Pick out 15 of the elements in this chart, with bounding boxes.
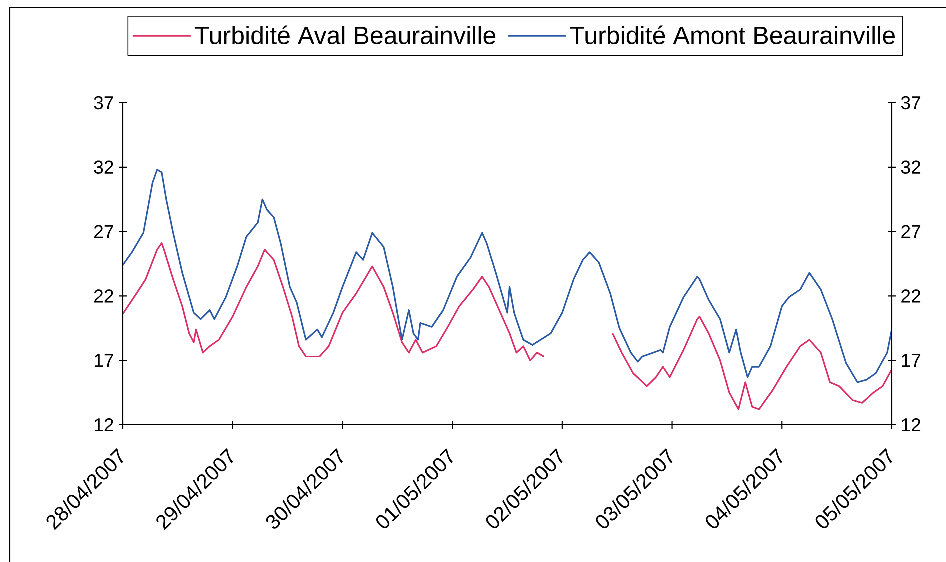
y2-tick-label: 32 [94,160,114,174]
y2-tick-label: 37 [94,96,114,110]
y2-tick-label: 27 [94,225,114,238]
line-series [123,169,892,384]
y-tick-label: 17 [902,354,921,368]
legend-label: Turbidité Aval Beaurainville [194,26,496,45]
y-tick-label: 22 [902,290,921,303]
y2-tick-label: 22 [94,290,114,303]
y-tick-label: 32 [901,160,921,174]
y2-tick-label: 17 [94,354,114,368]
legend-label: Turbidité Amont Beaurainville [570,26,896,45]
y-tick-label: 37 [901,96,921,110]
y-tick-label: 12 [902,418,921,432]
y-tick-label: 27 [902,225,921,238]
y2-tick-label: 12 [94,418,114,432]
